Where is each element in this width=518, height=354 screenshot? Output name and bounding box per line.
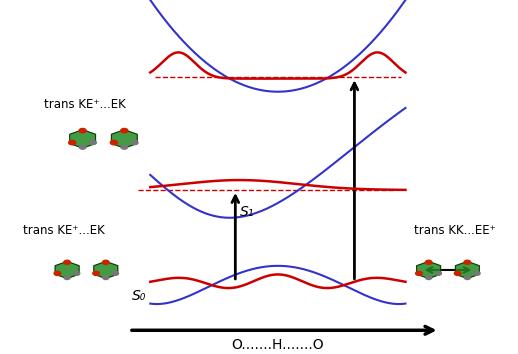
Circle shape	[79, 145, 86, 149]
Circle shape	[110, 141, 118, 145]
Polygon shape	[94, 262, 118, 279]
Circle shape	[121, 129, 128, 133]
Circle shape	[435, 272, 441, 275]
Polygon shape	[55, 262, 79, 279]
Circle shape	[93, 271, 99, 275]
Circle shape	[69, 141, 76, 145]
Text: trans KK...EE⁺: trans KK...EE⁺	[414, 224, 496, 237]
Circle shape	[426, 276, 431, 280]
Circle shape	[112, 272, 119, 275]
Circle shape	[54, 271, 61, 275]
Text: trans KE⁺...EK: trans KE⁺...EK	[44, 98, 126, 111]
Circle shape	[79, 129, 86, 133]
Circle shape	[454, 271, 461, 275]
Circle shape	[464, 276, 470, 280]
Circle shape	[64, 276, 70, 280]
Polygon shape	[111, 130, 137, 148]
Text: trans KE⁺...EK: trans KE⁺...EK	[23, 224, 105, 237]
Polygon shape	[416, 262, 441, 279]
Circle shape	[90, 141, 96, 144]
Circle shape	[103, 276, 109, 280]
Circle shape	[121, 145, 127, 149]
Circle shape	[474, 272, 480, 275]
Circle shape	[74, 272, 80, 275]
Text: S₀: S₀	[132, 289, 146, 303]
Circle shape	[103, 260, 109, 264]
Circle shape	[425, 260, 432, 264]
Circle shape	[415, 271, 422, 275]
Polygon shape	[70, 130, 95, 148]
Text: O.......H.......O: O.......H.......O	[232, 338, 324, 352]
Circle shape	[464, 260, 471, 264]
Polygon shape	[455, 262, 479, 279]
Circle shape	[64, 260, 70, 264]
Text: S₁: S₁	[240, 205, 254, 219]
Circle shape	[132, 141, 138, 144]
